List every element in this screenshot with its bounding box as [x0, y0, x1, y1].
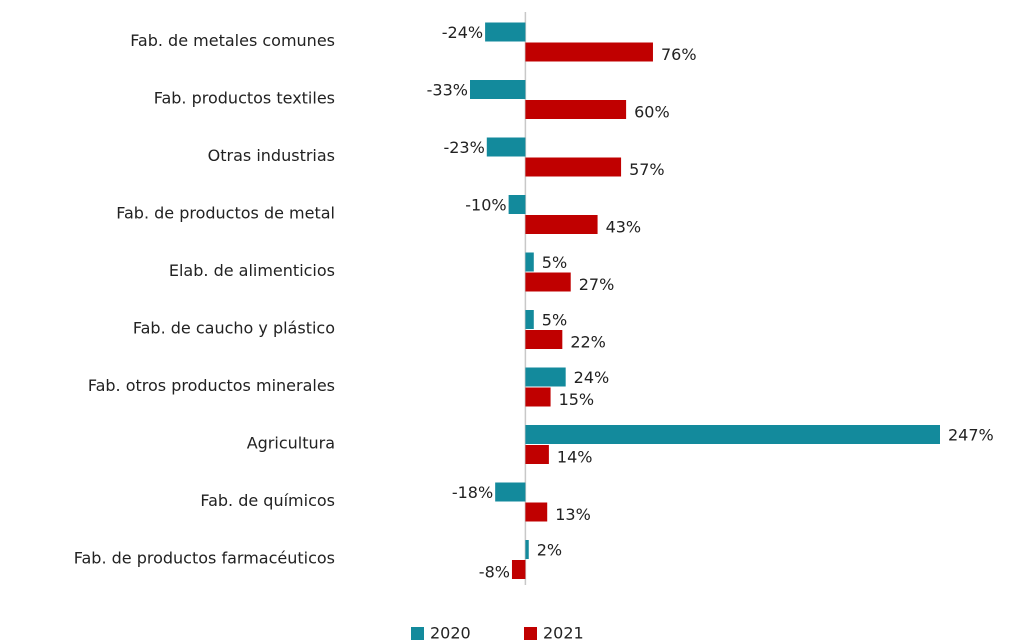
bar: [525, 445, 549, 464]
bar: [525, 157, 622, 177]
bar: [495, 482, 526, 502]
value-label: 247%: [948, 426, 994, 445]
value-label: 57%: [629, 160, 665, 179]
bar: [525, 252, 534, 272]
category-label: Elab. de alimenticios: [169, 261, 335, 280]
bar: [525, 540, 529, 559]
value-label: 5%: [542, 311, 567, 330]
bar: [525, 367, 566, 387]
category-label: Fab. de metales comunes: [130, 31, 335, 50]
value-label: 5%: [542, 253, 567, 272]
bar: [508, 195, 526, 214]
category-label: Fab. de químicos: [200, 491, 335, 510]
value-label: 24%: [574, 368, 610, 387]
bar: [485, 22, 526, 42]
bar: [486, 137, 526, 157]
category-label: Fab. de productos de metal: [116, 204, 335, 223]
legend-swatch: [524, 627, 537, 640]
value-label: 27%: [579, 275, 615, 294]
category-label: Fab. otros productos minerales: [88, 376, 335, 395]
category-label: Otras industrias: [208, 146, 335, 165]
bar: [525, 310, 534, 329]
category-label: Agricultura: [247, 434, 335, 453]
bar: [470, 80, 526, 99]
category-label: Fab. de productos farmacéuticos: [74, 549, 335, 568]
legend-label: 2020: [430, 624, 471, 643]
value-label: 14%: [557, 448, 593, 467]
value-label: -23%: [443, 138, 484, 157]
value-label: 76%: [661, 45, 697, 64]
legend-label: 2021: [543, 624, 584, 643]
bar: [525, 502, 548, 522]
bar: [511, 560, 526, 579]
value-label: -33%: [427, 81, 468, 100]
category-label: Fab. de caucho y plástico: [133, 319, 335, 338]
bar: [525, 425, 940, 444]
bar: [525, 42, 653, 62]
category-label: Fab. productos textiles: [154, 89, 335, 108]
bar: [525, 272, 571, 292]
value-label: 15%: [559, 390, 595, 409]
value-label: 60%: [634, 103, 670, 122]
bar: [525, 100, 627, 119]
bar: [525, 215, 598, 234]
bar: [525, 330, 563, 349]
value-label: 43%: [606, 218, 642, 237]
value-label: 22%: [570, 333, 606, 352]
bar: [525, 387, 551, 407]
value-label: -24%: [442, 23, 483, 42]
value-label: -10%: [465, 196, 506, 215]
value-label: 13%: [555, 505, 591, 524]
value-label: -18%: [452, 483, 493, 502]
legend-swatch: [411, 627, 424, 640]
value-label: 2%: [537, 541, 562, 560]
value-label: -8%: [479, 563, 510, 582]
